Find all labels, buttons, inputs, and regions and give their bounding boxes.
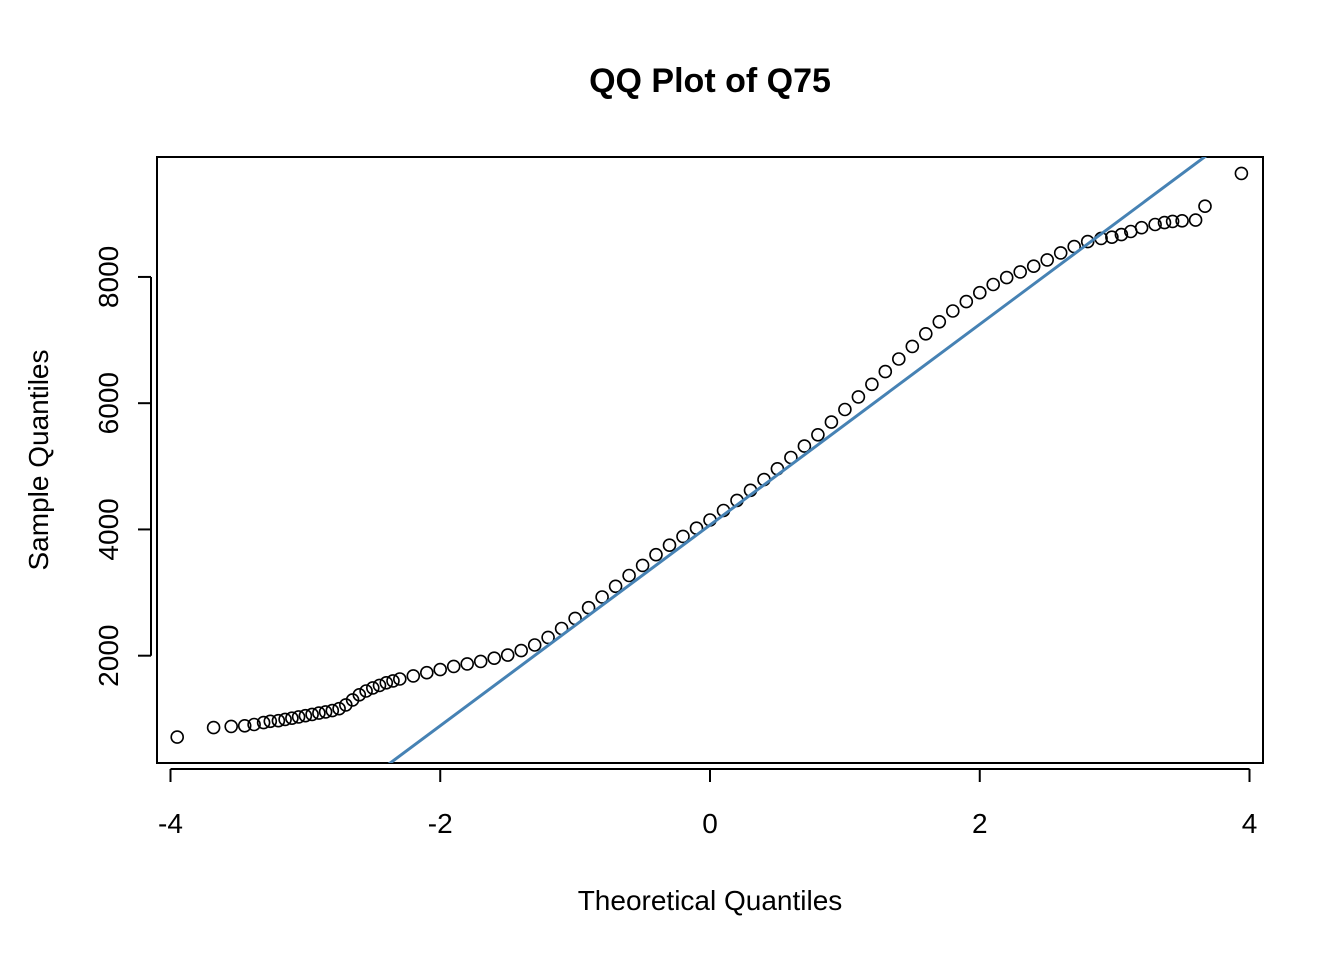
data-point (305, 707, 319, 722)
data-point (797, 439, 812, 453)
x-tick-label: -4 (158, 808, 183, 839)
data-point (291, 710, 306, 724)
data-point (1157, 215, 1172, 230)
data-point (365, 681, 380, 695)
data-point (1105, 230, 1119, 244)
data-point (865, 377, 879, 392)
y-tick-label: 2000 (93, 625, 124, 687)
data-point (1198, 199, 1212, 213)
data-point (332, 701, 346, 716)
data-point (298, 708, 313, 723)
data-point (206, 720, 221, 735)
data-point (285, 711, 299, 726)
y-tick-label: 4000 (93, 498, 124, 560)
y-tick-label: 6000 (93, 372, 124, 434)
data-point (170, 730, 184, 744)
data-point (1148, 217, 1162, 232)
data-point (325, 703, 340, 718)
data-point (500, 648, 515, 662)
data-point (386, 674, 400, 688)
data-point (271, 713, 286, 728)
x-tick-label: 0 (702, 808, 718, 839)
data-point (527, 638, 542, 652)
data-point (1175, 214, 1189, 228)
data-point (608, 579, 623, 594)
data-point (247, 717, 261, 732)
data-point (263, 714, 278, 729)
plot-frame (156, 156, 1264, 764)
data-point (1080, 234, 1095, 249)
data-point (312, 706, 326, 720)
data-point (972, 285, 987, 300)
data-point (1165, 214, 1180, 229)
data-point (635, 558, 650, 573)
data-point (959, 294, 974, 309)
data-point (905, 339, 920, 354)
data-point (878, 364, 893, 379)
data-point (514, 643, 529, 658)
data-point (352, 687, 367, 702)
data-point (460, 657, 475, 671)
data-point (676, 529, 690, 544)
data-point (419, 665, 434, 680)
y-tick-label: 8000 (93, 246, 124, 308)
data-point (392, 672, 407, 686)
data-point (932, 314, 947, 329)
data-point (622, 568, 636, 583)
y-axis: 2000 4000 6000 8000 (93, 246, 152, 687)
data-point (891, 352, 906, 366)
data-point (406, 669, 421, 683)
x-tick-label: -2 (428, 808, 453, 839)
data-point (595, 590, 609, 604)
data-point (662, 538, 677, 553)
y-axis-label: Sample Quantiles (23, 349, 54, 570)
data-point (433, 662, 448, 677)
data-point (446, 659, 461, 674)
data-point (1013, 265, 1028, 279)
x-axis-label: Theoretical Quantiles (578, 885, 843, 916)
data-point (811, 427, 825, 442)
data-point (999, 270, 1014, 285)
data-point (851, 390, 866, 404)
data-point (838, 402, 852, 417)
data-point (473, 654, 488, 669)
data-point (918, 326, 933, 341)
data-point (318, 705, 333, 719)
data-point (649, 547, 663, 562)
x-tick-label: 4 (1242, 808, 1258, 839)
data-point (338, 698, 353, 712)
data-point (1040, 253, 1054, 267)
data-point (224, 719, 238, 734)
data-point (824, 415, 839, 429)
data-point (278, 712, 292, 727)
reference-line (387, 157, 1208, 763)
data-point (1053, 246, 1068, 260)
x-tick-label: 2 (972, 808, 988, 839)
data-point (1026, 259, 1041, 274)
data-point (1188, 213, 1203, 227)
data-point (1134, 220, 1149, 235)
data-point (256, 715, 271, 730)
data-point (487, 651, 502, 666)
data-point (372, 678, 387, 693)
data-point (1114, 227, 1129, 242)
x-axis: -4 -2 0 2 4 (158, 768, 1258, 839)
data-point (986, 277, 1001, 292)
data-point (945, 304, 960, 318)
data-point (379, 675, 394, 690)
chart-title: QQ Plot of Q75 (589, 62, 831, 100)
data-point (541, 630, 555, 645)
data-points (170, 166, 1249, 744)
data-point (359, 684, 373, 698)
data-point (1234, 166, 1249, 181)
data-point (237, 718, 252, 733)
